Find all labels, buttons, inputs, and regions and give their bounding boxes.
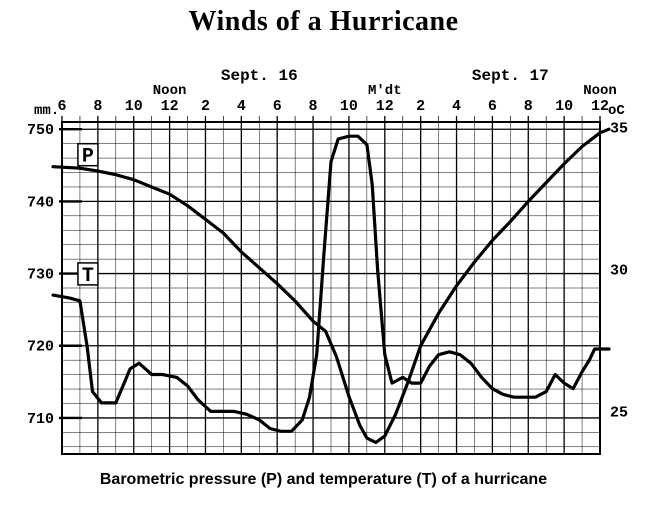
x-tick-label: 2 [201, 98, 210, 115]
tag-t: T [82, 265, 94, 288]
y-right-unit: oC [608, 103, 625, 119]
date-label-2: Sept. 17 [472, 67, 549, 85]
y-right-label: 30 [610, 263, 628, 280]
chart-caption: Barometric pressure (P) and temperature … [0, 471, 647, 489]
x-tick-label: 10 [555, 98, 573, 115]
y-left-label: 740 [27, 194, 54, 211]
x-tick-label: 8 [309, 98, 318, 115]
x-tick-label: 12 [161, 98, 179, 115]
y-right-label: 25 [610, 404, 628, 421]
x-tick-label: 10 [125, 98, 143, 115]
date-label-1: Sept. 16 [221, 67, 298, 85]
chart-canvas: 6810122468101224681012NoonM'dtNoonSept. … [0, 0, 647, 505]
x-tick-label: 2 [416, 98, 425, 115]
x-tick-label: 4 [237, 98, 246, 115]
y-left-label: 720 [27, 339, 54, 356]
midnight-label: M'dt [368, 83, 402, 99]
x-tick-label: 10 [340, 98, 358, 115]
y-left-label: 730 [27, 267, 54, 284]
x-tick-label: 8 [524, 98, 533, 115]
x-tick-label: 8 [93, 98, 102, 115]
y-left-unit: mm. [34, 103, 59, 119]
x-tick-label: 4 [452, 98, 461, 115]
x-tick-label: 6 [273, 98, 282, 115]
noon-label-2: Noon [583, 83, 617, 99]
x-tick-label: 12 [591, 98, 609, 115]
y-left-label: 710 [27, 411, 54, 428]
x-tick-label: 12 [376, 98, 394, 115]
x-tick-label: 6 [488, 98, 497, 115]
noon-label-1: Noon [153, 83, 187, 99]
y-right-label: 35 [610, 121, 628, 138]
y-left-label: 750 [27, 122, 54, 139]
tag-p: P [82, 146, 94, 169]
